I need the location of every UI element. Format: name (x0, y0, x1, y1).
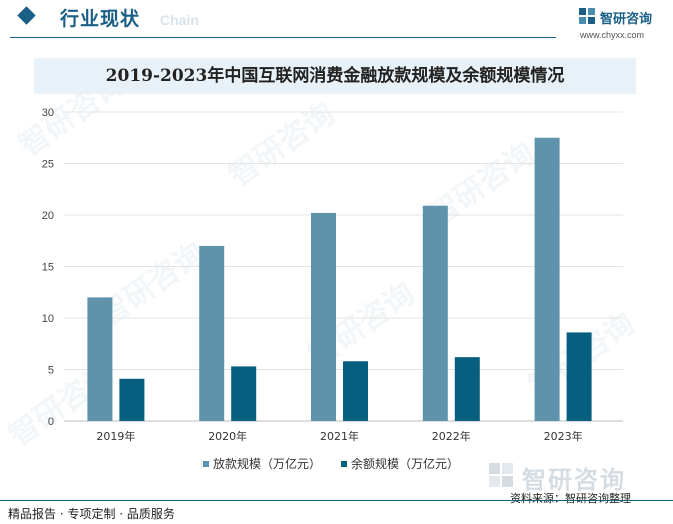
y-tick-label: 0 (48, 416, 54, 428)
legend-label: 放款规模（万亿元） (213, 456, 321, 471)
header: 行业现状 Chain 智研咨询 www.chyxx.com (0, 0, 673, 40)
y-tick-label: 5 (48, 365, 54, 377)
y-tick-label: 20 (42, 210, 54, 222)
brand-url: www.chyxx.com (580, 30, 645, 40)
x-tick-label: 2019年 (96, 429, 135, 443)
bar (311, 212, 336, 421)
y-tick-label: 10 (42, 313, 54, 325)
bar (231, 366, 257, 421)
bar-chart: 0 5 10 15 20 25 30 2019年 2020年 2021年 2022年 2023年放款规… (42, 107, 623, 471)
brand-logo-icon (579, 8, 595, 24)
y-tick-label: 30 (42, 107, 54, 119)
brand-name: 智研咨询 (600, 12, 653, 27)
bar (343, 361, 368, 421)
legend-swatch (341, 461, 347, 467)
chart-title-band: 2019-2023年中国互联网消费金融放款规模及余额规模情况 (34, 58, 636, 94)
y-tick-label: 25 (42, 159, 54, 171)
footer-tagline: 精品报告 · 专项定制 · 品质服务 (8, 507, 175, 521)
brand-logo-icon (489, 463, 513, 487)
section-title: 行业现状 (60, 8, 141, 30)
legend-swatch (203, 461, 209, 467)
bar (119, 378, 145, 421)
brand: 智研咨询 www.chyxx.com (578, 6, 668, 40)
bar (534, 137, 560, 421)
bar (199, 245, 225, 421)
bar (566, 332, 592, 421)
watermark-logo: 智研咨询 (488, 460, 668, 494)
bar (454, 357, 480, 421)
bar (422, 205, 448, 421)
section-subtitle: Chain (160, 12, 199, 28)
header-divider (10, 37, 556, 38)
footer-divider (0, 500, 673, 501)
y-tick-label: 15 (42, 262, 54, 274)
legend-label: 余额规模（万亿元） (351, 456, 459, 471)
x-tick-label: 2022年 (432, 429, 471, 443)
bar (87, 297, 113, 421)
watermark-logo-text: 智研咨询 (522, 466, 626, 494)
x-tick-label: 2021年 (320, 429, 359, 443)
x-tick-label: 2020年 (208, 429, 247, 443)
x-tick-label: 2023年 (544, 429, 583, 443)
source-note: 资料来源：智研咨询整理 (510, 492, 631, 505)
chart-title: 2019-2023年中国互联网消费金融放款规模及余额规模情况 (105, 66, 565, 86)
